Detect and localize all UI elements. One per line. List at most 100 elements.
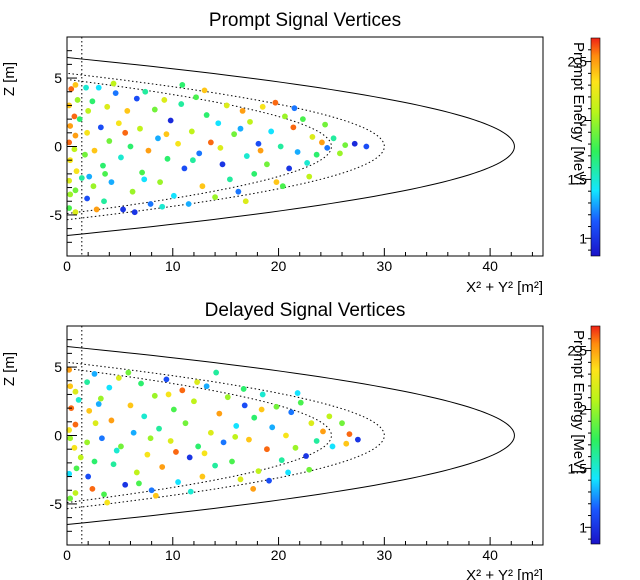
data-point xyxy=(179,387,186,394)
data-point xyxy=(227,176,233,183)
data-point xyxy=(108,417,115,424)
inner-boundary-curve xyxy=(66,78,332,215)
data-point xyxy=(141,176,148,183)
data-point xyxy=(235,188,242,195)
data-point xyxy=(66,470,73,477)
data-point xyxy=(159,464,166,470)
data-point xyxy=(242,198,249,205)
y-tick-label: 0 xyxy=(54,428,62,444)
data-point xyxy=(194,379,201,386)
data-point xyxy=(72,132,79,139)
data-point xyxy=(212,194,218,201)
data-point xyxy=(104,103,111,110)
data-point xyxy=(115,375,122,381)
data-point xyxy=(167,438,174,444)
data-point xyxy=(329,443,336,450)
data-point xyxy=(175,140,181,147)
data-point xyxy=(161,97,168,103)
colorbar-tick-label: 2.5 xyxy=(568,54,588,70)
plot-area: 0 10 20 30 40 -5 0 5 xyxy=(50,36,544,274)
data-point xyxy=(67,191,74,198)
chart-title: Delayed Signal Vertices xyxy=(205,300,406,321)
data-point xyxy=(199,183,206,190)
data-point xyxy=(133,95,140,102)
data-point xyxy=(66,205,73,211)
data-point xyxy=(363,143,370,150)
data-point xyxy=(259,391,266,398)
data-point xyxy=(196,150,203,157)
data-point xyxy=(303,453,309,459)
data-point xyxy=(129,188,136,195)
data-point xyxy=(207,429,214,436)
data-point xyxy=(273,179,280,185)
data-point xyxy=(137,125,143,132)
data-point xyxy=(232,433,239,440)
data-point xyxy=(283,432,289,439)
data-point xyxy=(84,129,90,136)
data-point xyxy=(294,149,301,155)
data-point xyxy=(251,414,258,421)
data-point xyxy=(243,153,250,159)
plot-frame xyxy=(66,325,544,546)
data-point xyxy=(186,454,193,461)
data-point xyxy=(212,462,218,469)
x-tick-label: 10 xyxy=(165,547,181,563)
data-point xyxy=(89,485,96,492)
data-point xyxy=(127,143,134,150)
data-point xyxy=(278,457,285,464)
data-point xyxy=(165,391,172,398)
data-point xyxy=(185,201,192,207)
colorbar-tick-label: 1 xyxy=(579,230,587,246)
data-point xyxy=(86,173,93,180)
x-tick-label: 10 xyxy=(165,258,181,274)
data-point xyxy=(164,155,171,162)
data-point xyxy=(219,161,226,168)
data-point xyxy=(73,168,80,175)
data-point xyxy=(151,106,158,113)
data-point xyxy=(337,150,343,157)
data-point xyxy=(343,440,350,447)
y-tick-label: -5 xyxy=(50,207,63,223)
data-point xyxy=(72,388,79,395)
data-point xyxy=(148,487,155,494)
data-point xyxy=(255,140,262,147)
colorbar-label: Prompt Energy [MeV] xyxy=(570,330,587,473)
data-point xyxy=(193,94,199,101)
y-tick-label: 5 xyxy=(54,359,62,375)
data-point xyxy=(90,183,97,190)
data-point xyxy=(75,397,82,403)
data-point xyxy=(179,82,186,88)
data-point xyxy=(97,124,104,131)
data-point xyxy=(246,436,252,443)
data-point xyxy=(279,183,286,190)
data-point xyxy=(72,82,79,88)
data-point xyxy=(241,402,248,409)
plot-area: 0 10 20 30 40 -5 0 5 xyxy=(50,325,544,563)
data-point xyxy=(272,99,279,106)
y-tick-label: 5 xyxy=(54,70,62,86)
data-point xyxy=(346,431,353,438)
data-point xyxy=(95,401,102,407)
data-point xyxy=(182,420,189,427)
data-point xyxy=(264,161,270,168)
data-point xyxy=(290,124,297,131)
data-point xyxy=(66,139,73,146)
data-point xyxy=(259,103,266,110)
data-point xyxy=(187,488,194,495)
data-point xyxy=(288,409,295,416)
data-point xyxy=(306,173,313,180)
colorbar-tick-label: 1 xyxy=(579,519,587,535)
data-point xyxy=(351,140,358,147)
data-point xyxy=(100,162,106,169)
colorbar-label: Prompt Energy [MeV] xyxy=(570,42,587,185)
data-point xyxy=(102,170,108,177)
data-point xyxy=(122,481,129,488)
data-point xyxy=(266,477,272,484)
data-point xyxy=(67,383,74,390)
data-point xyxy=(217,144,224,151)
data-point xyxy=(229,458,235,465)
data-point xyxy=(339,420,345,427)
data-point xyxy=(292,444,299,451)
data-point xyxy=(237,476,244,483)
data-point xyxy=(285,469,291,476)
